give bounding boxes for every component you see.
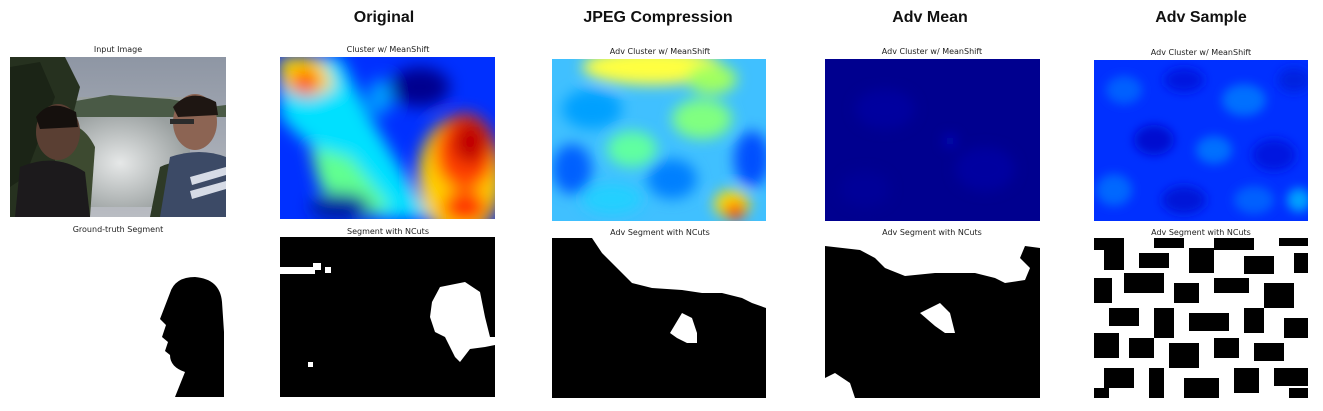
- caption-advsample-cluster: Adv Cluster w/ MeanShift: [1150, 48, 1252, 57]
- heatmap-original: [280, 57, 495, 219]
- input-image: [10, 57, 226, 217]
- segment-adv-sample: [1094, 238, 1308, 398]
- header-adv-sample: Adv Sample: [1155, 9, 1247, 26]
- caption-original-segment: Segment with NCuts: [346, 227, 429, 236]
- header-original: Original: [353, 9, 415, 26]
- caption-original-cluster: Cluster w/ MeanShift: [346, 45, 430, 54]
- heatmap-adv-sample: [1094, 60, 1308, 221]
- caption-advmean-cluster: Adv Cluster w/ MeanShift: [881, 47, 983, 56]
- segment-jpeg: [552, 238, 766, 398]
- header-adv-mean: Adv Mean: [892, 9, 968, 26]
- header-jpeg-compression: JPEG Compression: [583, 9, 733, 26]
- segment-adv-mean: [825, 238, 1040, 398]
- caption-jpeg-segment: Adv Segment with NCuts: [610, 228, 710, 237]
- caption-jpeg-cluster: Adv Cluster w/ MeanShift: [609, 47, 711, 56]
- ground-truth-segment: [10, 237, 226, 397]
- caption-input-image: Input Image: [93, 45, 143, 54]
- caption-advmean-segment: Adv Segment with NCuts: [882, 228, 982, 237]
- segment-original: [280, 237, 495, 397]
- person-silhouette-icon: [10, 237, 226, 397]
- heatmap-adv-mean: [825, 59, 1040, 221]
- heatmap-jpeg: [552, 59, 766, 221]
- caption-advsample-segment: Adv Segment with NCuts: [1151, 228, 1251, 237]
- caption-ground-truth: Ground-truth Segment: [72, 225, 164, 234]
- photo-two-men-waterfall-icon: [10, 57, 226, 217]
